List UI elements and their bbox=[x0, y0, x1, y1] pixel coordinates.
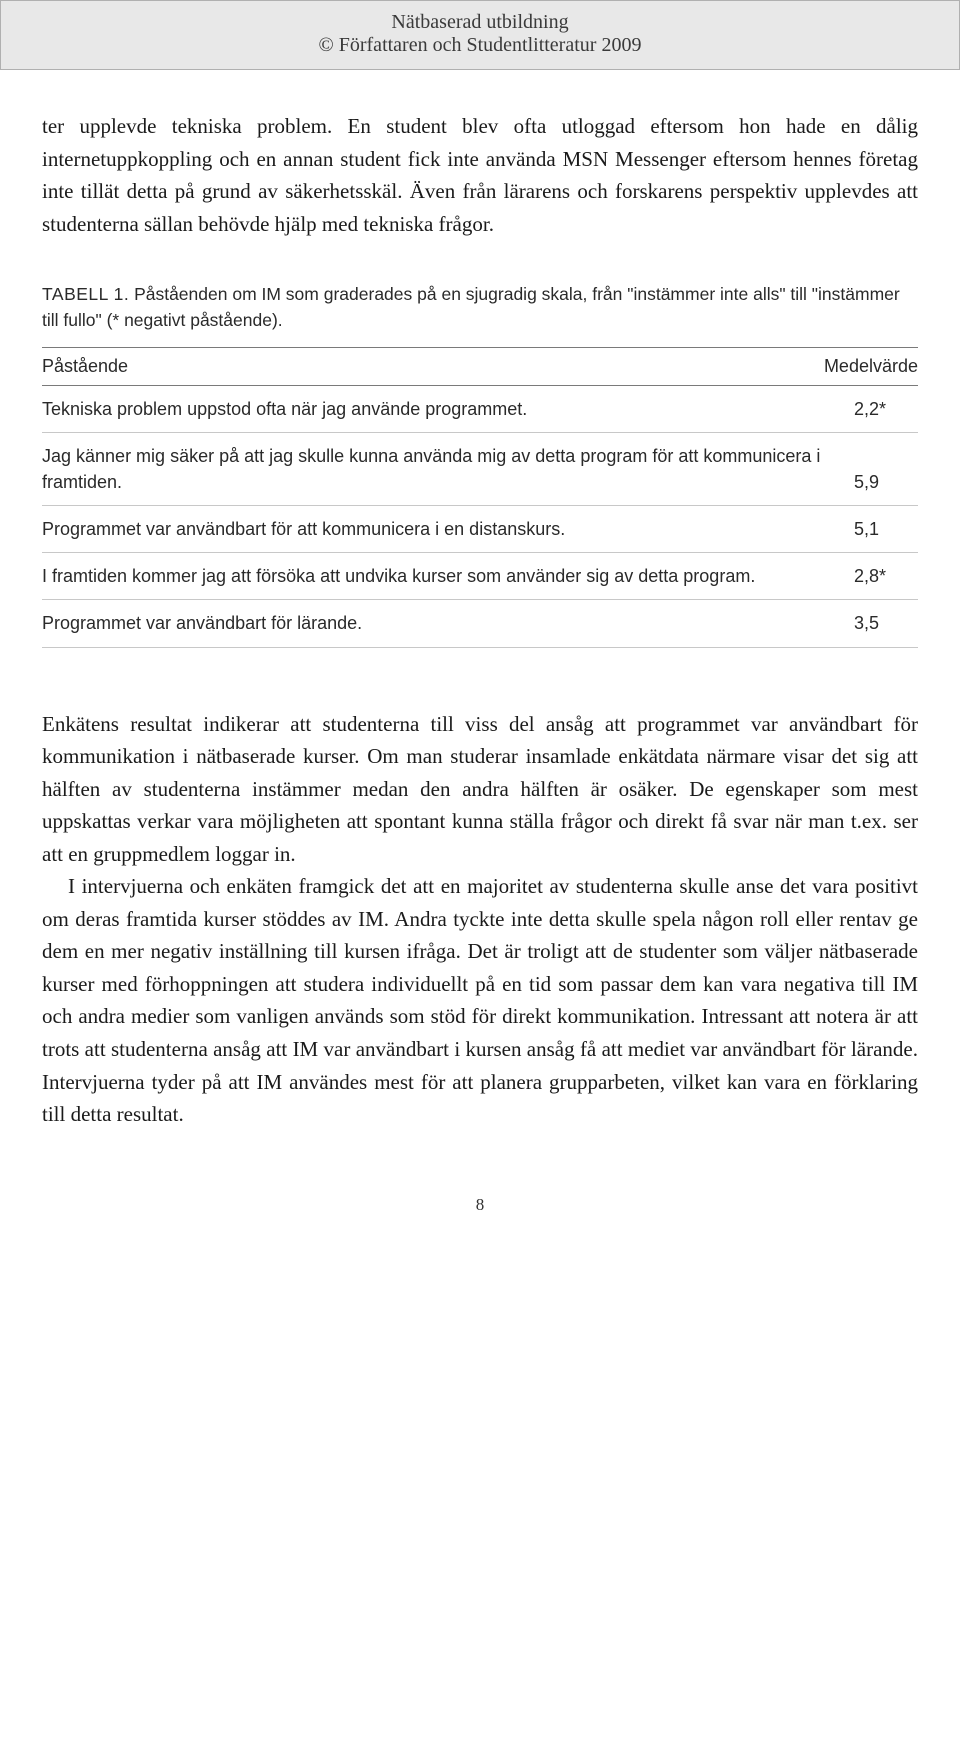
table-row: Jag känner mig säker på att jag skulle k… bbox=[42, 433, 918, 506]
col-statement: Påstående bbox=[42, 347, 824, 385]
table-caption: TABELL 1. Påståenden om IM som graderade… bbox=[42, 282, 918, 333]
statements-table: Påstående Medelvärde Tekniska problem up… bbox=[42, 347, 918, 648]
page-header: Nätbaserad utbildning © Författaren och … bbox=[0, 0, 960, 70]
stmt-cell: Tekniska problem uppstod ofta när jag an… bbox=[42, 385, 824, 432]
paragraph-intro: ter upplevde tekniska problem. En studen… bbox=[42, 110, 918, 240]
table-label: TABELL 1. bbox=[42, 284, 129, 304]
header-copyright: © Författaren och Studentlitteratur 2009 bbox=[1, 34, 959, 57]
col-mean: Medelvärde bbox=[824, 347, 918, 385]
stmt-cell: Jag känner mig säker på att jag skulle k… bbox=[42, 433, 824, 506]
para-2a: Enkätens resultat indikerar att studente… bbox=[42, 712, 918, 866]
stmt-cell: Programmet var användbart för att kommun… bbox=[42, 506, 824, 553]
stmt-cell: I framtiden kommer jag att försöka att u… bbox=[42, 553, 824, 600]
page-content: ter upplevde tekniska problem. En studen… bbox=[0, 110, 960, 1131]
val-cell: 5,1 bbox=[824, 506, 918, 553]
paragraph-results: Enkätens resultat indikerar att studente… bbox=[42, 708, 918, 1131]
page-number: 8 bbox=[0, 1131, 960, 1243]
para-2b: I intervjuerna och enkäten framgick det … bbox=[42, 874, 918, 1126]
table-caption-text: Påståenden om IM som graderades på en sj… bbox=[42, 284, 900, 329]
val-cell: 3,5 bbox=[824, 600, 918, 647]
table-header-row: Påstående Medelvärde bbox=[42, 347, 918, 385]
val-cell: 5,9 bbox=[824, 433, 918, 506]
table-row: Programmet var användbart för att kommun… bbox=[42, 506, 918, 553]
val-cell: 2,8* bbox=[824, 553, 918, 600]
stmt-cell: Programmet var användbart för lärande. bbox=[42, 600, 824, 647]
table-row: Programmet var användbart för lärande. 3… bbox=[42, 600, 918, 647]
table-row: Tekniska problem uppstod ofta när jag an… bbox=[42, 385, 918, 432]
header-title: Nätbaserad utbildning bbox=[1, 11, 959, 34]
val-cell: 2,2* bbox=[824, 385, 918, 432]
table-row: I framtiden kommer jag att försöka att u… bbox=[42, 553, 918, 600]
